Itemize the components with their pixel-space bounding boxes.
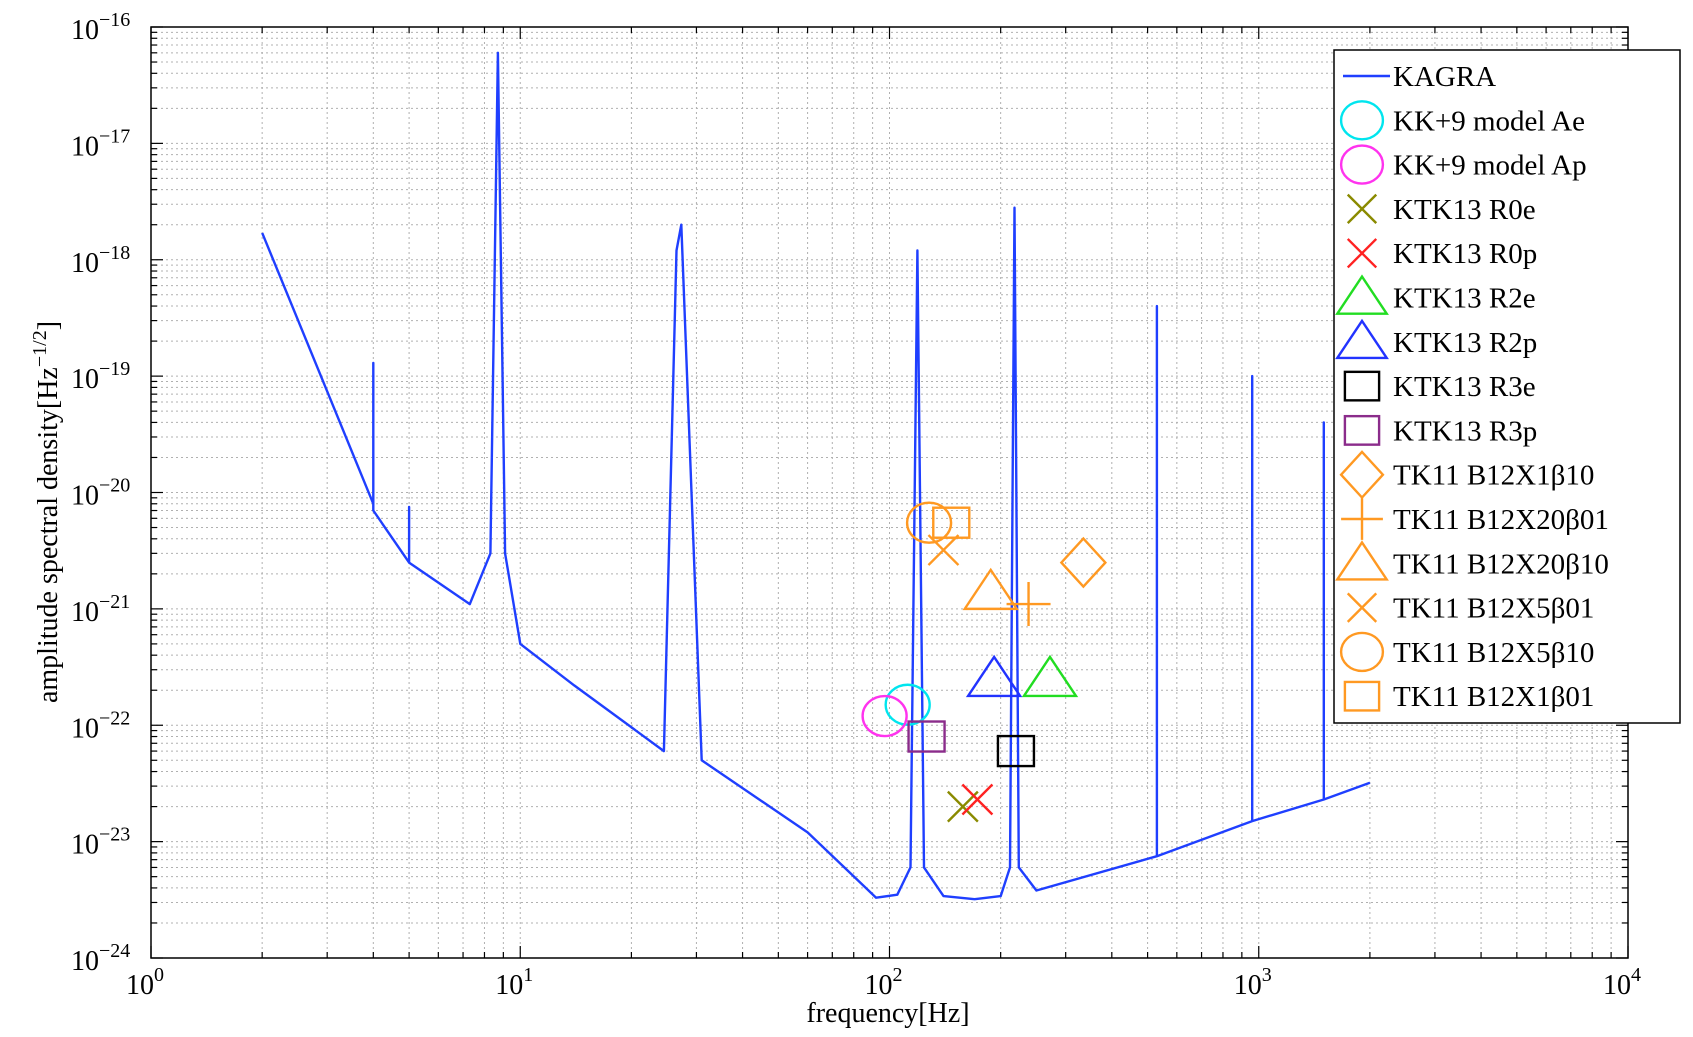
y-tick-label: 10−20: [71, 475, 130, 512]
x-tick-label: 100: [126, 964, 164, 1001]
y-tick-label-base: 10: [71, 248, 99, 279]
legend-label: KK+9 model Ap: [1393, 150, 1587, 182]
y-tick-label: 10−17: [71, 125, 130, 162]
noise-curve-layer: [261, 51, 1371, 901]
legend-label: TK11 B12X1β01: [1393, 681, 1594, 713]
data-point-x: [961, 783, 994, 816]
x-tick-label-base: 10: [1603, 970, 1631, 1001]
data-point-diamond: [1059, 536, 1108, 589]
x-tick-label-base: 10: [1234, 970, 1262, 1001]
y-axis-title-main: amplitude spectral density[Hz: [33, 367, 64, 703]
legend-label: TK11 B12X20β10: [1393, 548, 1609, 580]
x-tick-label: 101: [495, 964, 533, 1001]
legend-label: KTK13 R2p: [1393, 327, 1537, 359]
legend-label: TK11 B12X5β01: [1393, 593, 1594, 625]
y-tick-label-exponent: −23: [99, 824, 130, 846]
y-axis-title-suffix: ]: [33, 321, 64, 330]
x-tick-label-exponent: 1: [523, 964, 533, 986]
legend-marker-square: [1343, 680, 1381, 712]
y-tick-label-base: 10: [71, 597, 99, 628]
y-tick-label-exponent: −21: [99, 591, 130, 613]
legend-label: KTK13 R0p: [1393, 238, 1537, 270]
x-tick-label-base: 10: [126, 970, 154, 1001]
legend-items: KAGRA KK+9 model Ae KK+9 model Ap KTK13 R0e…: [1335, 61, 1609, 713]
y-tick-label-exponent: −24: [99, 940, 130, 962]
y-axis-title: amplitude spectral density[Hz−1/2]: [29, 321, 64, 703]
y-tick-label: 10−19: [71, 358, 130, 395]
data-point-triangle: [962, 567, 1019, 611]
legend-box: [1333, 49, 1681, 724]
y-tick-label: 10−23: [71, 824, 130, 861]
y-tick-label-exponent: −19: [99, 358, 130, 380]
data-point-triangle: [965, 654, 1023, 698]
x-tick-label-exponent: 0: [154, 964, 164, 986]
legend-label: KTK13 R3e: [1393, 371, 1536, 403]
legend-marker-x: [1346, 238, 1378, 269]
y-tick-label-base: 10: [71, 713, 99, 744]
legend-marker-x: [1346, 592, 1378, 623]
y-tick-label: 10−22: [71, 707, 130, 744]
legend-label: KTK13 R2e: [1393, 283, 1536, 315]
y-tick-label-exponent: −17: [99, 125, 130, 147]
data-point-square: [907, 720, 946, 753]
legend-marker-triangle: [1335, 318, 1389, 360]
y-tick-label: 10−24: [71, 940, 130, 977]
y-tick-label: 10−21: [71, 591, 130, 628]
legend-label: KAGRA: [1393, 61, 1496, 93]
y-tick-labels: 10−2410−2310−2210−2110−2010−1910−1810−17…: [71, 9, 130, 977]
data-points-layer: [861, 501, 1108, 823]
y-tick-label-base: 10: [71, 830, 99, 861]
legend-marker-square: [1343, 414, 1381, 446]
kagra-noise-curve: [261, 51, 1371, 901]
legend-label: KTK13 R0e: [1393, 194, 1536, 226]
legend-label: KTK13 R3p: [1393, 415, 1537, 447]
y-tick-label-base: 10: [71, 481, 99, 512]
y-tick-label: 10−18: [71, 242, 130, 279]
legend-marker-x: [1346, 193, 1378, 224]
x-tick-label-base: 10: [495, 970, 523, 1001]
y-tick-label-base: 10: [71, 131, 99, 162]
legend-label: TK11 B12X1β10: [1393, 460, 1594, 492]
legend-label: TK11 B12X5β10: [1393, 637, 1594, 669]
legend-marker-square: [1343, 370, 1381, 402]
data-point-triangle: [1021, 654, 1079, 698]
data-point-square: [932, 506, 971, 539]
legend-marker-circle: [1339, 100, 1385, 141]
y-tick-label-exponent: −18: [99, 242, 130, 264]
x-tick-label: 103: [1234, 964, 1272, 1001]
y-tick-label-exponent: −16: [99, 9, 130, 31]
legend-label: TK11 B12X20β01: [1393, 504, 1609, 536]
y-axis-title-exponent: −1/2: [29, 330, 51, 367]
x-tick-label-base: 10: [865, 970, 893, 1001]
data-point-square: [996, 734, 1036, 768]
y-tick-label-base: 10: [71, 15, 99, 46]
y-tick-label-exponent: −20: [99, 475, 130, 497]
legend-marker-triangle: [1335, 274, 1389, 315]
y-tick-label-base: 10: [71, 946, 99, 977]
y-tick-label: 10−16: [71, 9, 130, 46]
x-tick-labels: 100 101 102 103 104: [126, 964, 1641, 1001]
x-tick-label-exponent: 4: [1631, 964, 1641, 986]
data-point-circle: [861, 694, 908, 738]
legend-marker-triangle: [1335, 540, 1389, 581]
legend-marker-circle: [1339, 144, 1385, 185]
x-tick-label: 104: [1603, 964, 1641, 1001]
data-point-x: [927, 534, 960, 566]
x-tick-label: 102: [865, 964, 903, 1001]
x-tick-label-exponent: 2: [893, 964, 903, 986]
legend-marker-circle: [1339, 631, 1385, 673]
legend: KAGRA KK+9 model Ae KK+9 model Ap KTK13 R0e…: [1333, 49, 1681, 724]
data-point-circle: [905, 501, 953, 544]
legend-marker-diamond: [1339, 450, 1385, 500]
legend-marker-plus: [1341, 498, 1383, 540]
x-tick-label-exponent: 3: [1262, 964, 1272, 986]
legend-label: KK+9 model Ae: [1393, 105, 1585, 137]
y-tick-label-exponent: −22: [99, 707, 130, 729]
y-tick-label-base: 10: [71, 364, 99, 395]
x-axis-title: frequency[Hz]: [806, 998, 969, 1029]
